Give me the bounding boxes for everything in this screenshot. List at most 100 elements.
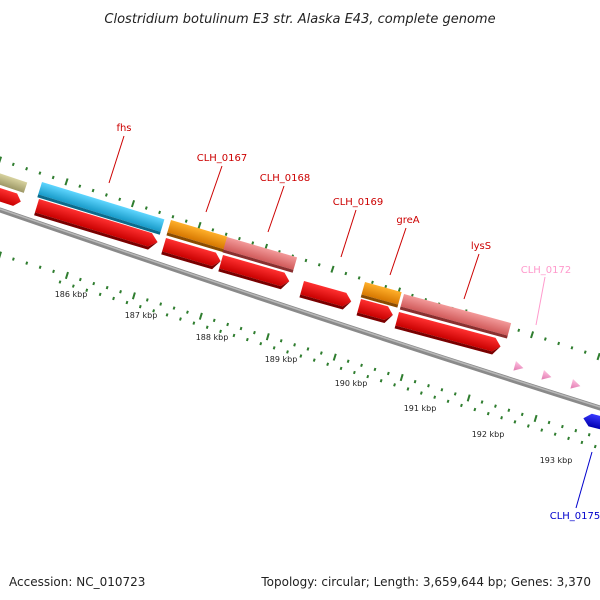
- genome-backbone-highlight: [0, 208, 600, 408]
- scale-tick-minor: [583, 350, 587, 354]
- scale-label-189: 189 kbp: [265, 355, 298, 364]
- scale-tick-minor: [513, 420, 517, 424]
- feature-red-arrow-left[interactable]: [0, 181, 23, 208]
- gene-label-CLH_0175[interactable]: CLH_0175: [550, 511, 600, 522]
- scale-tick-minor: [557, 341, 561, 346]
- scale-tick-minor: [38, 265, 42, 269]
- feature-CLH_0168[interactable]: [222, 237, 298, 273]
- scale-tick-major: [0, 251, 2, 259]
- scale-band-inner-top: [0, 251, 591, 437]
- leader-CLH_0172: [535, 276, 546, 326]
- gene-label-fhs[interactable]: fhs: [116, 123, 131, 134]
- scale-tick-minor: [259, 341, 263, 346]
- scale-tick-minor: [427, 384, 430, 388]
- scale-tick-minor: [312, 358, 316, 362]
- scale-tick-minor: [179, 317, 182, 321]
- scale-tick-minor: [346, 359, 350, 363]
- scale-tick-minor: [440, 388, 444, 392]
- scale-tick-minor: [460, 403, 463, 408]
- scale-tick-minor: [184, 219, 188, 223]
- feature-CLH_0167[interactable]: [166, 220, 228, 253]
- scale-band-inner-bottom: [58, 280, 597, 449]
- feature-red-arrow-1[interactable]: [34, 199, 160, 252]
- scale-tick-minor: [25, 261, 29, 265]
- gene-label-lysS[interactable]: lysS: [471, 241, 491, 252]
- leader-CLH_0175: [575, 451, 593, 509]
- scale-tick-minor: [205, 325, 209, 329]
- scale-tick-minor: [245, 337, 249, 342]
- scale-tick-minor: [587, 433, 591, 437]
- scale-tick-minor: [371, 280, 374, 285]
- scale-tick-minor: [272, 346, 276, 350]
- scale-tick-minor: [373, 367, 377, 372]
- scale-tick-minor: [366, 374, 370, 379]
- scale-tick-minor: [293, 343, 296, 347]
- scale-tick-minor: [119, 290, 122, 294]
- scale-tick-minor: [344, 271, 348, 276]
- scale-tick-minor: [145, 298, 149, 302]
- leader-fhs: [108, 135, 125, 184]
- scale-tick-minor: [186, 310, 189, 314]
- gene-label-CLH_0168[interactable]: CLH_0168: [260, 173, 311, 184]
- scale-tick-minor: [105, 285, 109, 290]
- scale-tick-major: [64, 271, 69, 280]
- feature-red-arrow-5[interactable]: [356, 299, 395, 325]
- leader-greA: [389, 227, 407, 276]
- feature-khaki[interactable]: [0, 168, 28, 193]
- feature-red-arrow-6[interactable]: [394, 312, 503, 356]
- scale-tick-major: [130, 199, 136, 208]
- scale-tick-minor: [304, 258, 308, 263]
- scale-tick-minor: [580, 440, 584, 445]
- scale-tick-minor: [453, 392, 457, 396]
- feature-lysS[interactable]: [399, 294, 512, 339]
- scale-label-193: 193 kbp: [540, 456, 573, 465]
- scale-tick-minor: [52, 269, 55, 274]
- scale-tick-minor: [473, 407, 477, 412]
- scale-tick-minor: [172, 306, 176, 310]
- scale-tick-minor: [353, 370, 356, 375]
- scale-tick-minor: [239, 326, 243, 331]
- scale-tick-minor: [211, 228, 215, 232]
- scale-tick-minor: [58, 280, 62, 284]
- feature-pink-arrow-3[interactable]: [570, 379, 581, 391]
- scale-tick-minor: [251, 241, 255, 245]
- scale-tick-minor: [360, 363, 363, 368]
- scale-tick-minor: [339, 366, 343, 371]
- scale-tick-minor: [547, 420, 551, 425]
- feature-red-arrow-2[interactable]: [161, 238, 222, 271]
- scale-tick-minor: [279, 339, 283, 343]
- scale-tick-minor: [85, 288, 89, 292]
- gene-label-CLH_0172[interactable]: CLH_0172: [521, 265, 572, 276]
- feature-pink-arrow-1[interactable]: [513, 361, 524, 373]
- scale-tick-minor: [92, 281, 96, 286]
- leader-CLH_0169: [340, 209, 357, 258]
- feature-red-arrow-4[interactable]: [299, 281, 353, 311]
- gene-label-CLH_0167[interactable]: CLH_0167: [197, 153, 248, 164]
- feature-fhs[interactable]: [37, 182, 165, 235]
- feature-pink-arrow-2[interactable]: [541, 370, 552, 382]
- scale-label-188: 188 kbp: [196, 333, 229, 342]
- feature-red-arrow-3[interactable]: [218, 255, 291, 291]
- gene-label-greA[interactable]: greA: [396, 215, 419, 226]
- scale-tick-minor: [51, 175, 55, 180]
- scale-tick-minor: [238, 236, 241, 241]
- scale-tick-minor: [165, 313, 169, 317]
- scale-tick-minor: [494, 404, 497, 408]
- scale-tick-minor: [419, 391, 423, 395]
- feature-greA[interactable]: [360, 282, 402, 308]
- scale-tick-minor: [152, 309, 156, 313]
- scale-label-192: 192 kbp: [472, 430, 505, 439]
- feature-CLH_0175[interactable]: [582, 412, 600, 433]
- scale-tick-minor: [593, 444, 597, 449]
- scale-tick-minor: [386, 371, 390, 376]
- scale-tick-major: [533, 414, 538, 423]
- scale-tick-minor: [526, 424, 530, 428]
- scale-tick-minor: [192, 321, 196, 325]
- scale-tick-major: [530, 331, 535, 339]
- scale-tick-major: [197, 221, 202, 230]
- scale-tick-minor: [219, 329, 222, 334]
- leader-CLH_0167: [205, 165, 223, 213]
- scale-tick-minor: [212, 318, 216, 323]
- gene-label-CLH_0169[interactable]: CLH_0169: [333, 197, 384, 208]
- scale-tick-minor: [561, 424, 564, 429]
